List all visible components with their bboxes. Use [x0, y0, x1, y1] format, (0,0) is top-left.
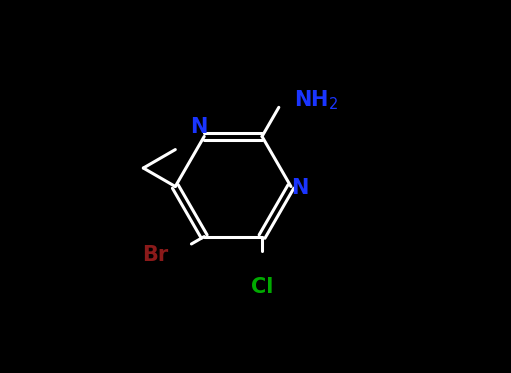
- Text: N: N: [190, 117, 207, 137]
- Text: Br: Br: [142, 245, 169, 265]
- Text: NH$_2$: NH$_2$: [294, 88, 338, 112]
- Text: Cl: Cl: [251, 277, 273, 297]
- Text: N: N: [292, 178, 309, 198]
